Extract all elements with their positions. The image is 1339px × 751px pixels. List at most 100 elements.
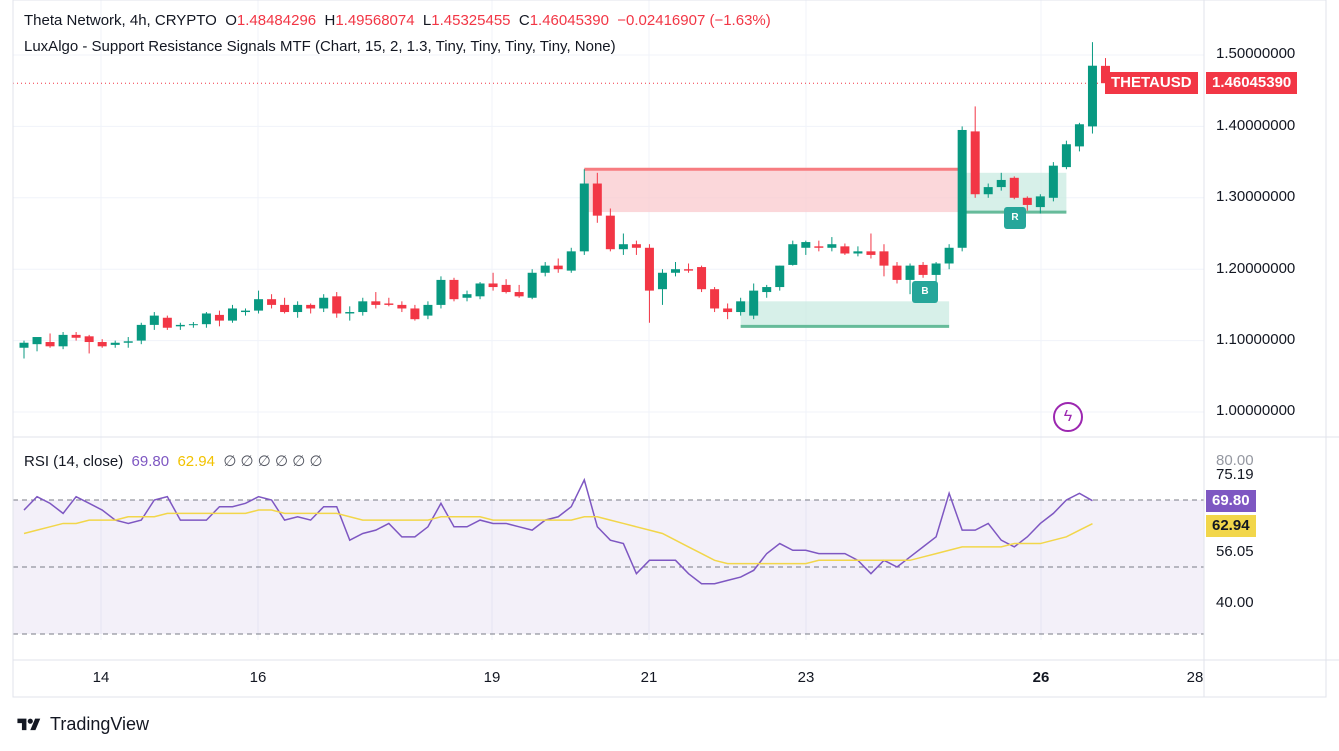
candle-body bbox=[605, 215, 615, 250]
candle-body bbox=[631, 244, 641, 248]
candle-body bbox=[475, 283, 485, 297]
candle-body bbox=[19, 342, 29, 348]
candle-body bbox=[775, 265, 785, 288]
price-tick-label: 1.40000000 bbox=[1216, 117, 1296, 134]
candle-body bbox=[227, 308, 237, 321]
candle-body bbox=[944, 247, 954, 264]
rsi-panel bbox=[13, 477, 1204, 635]
rsi-ma-value: 62.94 bbox=[177, 453, 215, 470]
candle-body bbox=[840, 246, 850, 254]
candle-body bbox=[332, 296, 342, 314]
candle-body bbox=[671, 269, 680, 273]
sr-zones bbox=[13, 82, 1100, 328]
close-label: C bbox=[518, 12, 530, 29]
candle-body bbox=[996, 179, 1006, 188]
close-value: 1.46045390 bbox=[529, 12, 609, 29]
price-tick-label: 1.50000000 bbox=[1216, 45, 1296, 62]
rsi-tick-label: 80.00 bbox=[1216, 452, 1254, 469]
symbol-title: Theta Network, 4h, CRYPTO bbox=[24, 12, 217, 29]
candle-body bbox=[1087, 65, 1097, 127]
candle-body bbox=[1061, 144, 1071, 168]
candle-body bbox=[436, 279, 446, 305]
rsi-legend: RSI (14, close) 69.80 62.94 ∅ ∅ ∅ ∅ ∅ ∅ bbox=[24, 452, 323, 470]
rsi-ma-line bbox=[23, 509, 1093, 565]
chart-frame bbox=[12, 0, 1339, 698]
lightning-icon[interactable]: ϟ bbox=[1053, 402, 1083, 432]
ticker-badge: THETAUSD bbox=[1105, 72, 1198, 94]
high-value: 1.49568074 bbox=[335, 12, 415, 29]
candle-body bbox=[397, 304, 407, 309]
candle-body bbox=[657, 272, 667, 290]
candle-body bbox=[280, 304, 290, 313]
rsi-title: RSI (14, close) bbox=[24, 453, 124, 470]
candle-body bbox=[175, 324, 185, 327]
candle-body bbox=[306, 304, 316, 309]
resistance-zone bbox=[584, 169, 963, 213]
candle-body bbox=[71, 334, 81, 338]
candle-body bbox=[527, 272, 537, 298]
candle-body bbox=[644, 247, 654, 291]
candle-body bbox=[618, 244, 628, 250]
candle-body bbox=[514, 292, 524, 297]
buy-signal-badge: B bbox=[912, 281, 938, 303]
candle-body bbox=[110, 342, 120, 345]
candle-body bbox=[697, 267, 707, 290]
candle-body bbox=[293, 304, 303, 313]
candlestick-series bbox=[19, 42, 1110, 359]
candle-body bbox=[723, 308, 733, 313]
rsi-value: 69.80 bbox=[131, 453, 170, 470]
time-tick-label: 14 bbox=[92, 669, 110, 686]
candle-body bbox=[45, 342, 55, 347]
candle-body bbox=[710, 289, 720, 309]
time-tick-label: 28 bbox=[1186, 669, 1204, 686]
price-tick-label: 1.30000000 bbox=[1216, 188, 1296, 205]
candle-body bbox=[983, 187, 993, 195]
candle-body bbox=[84, 336, 94, 343]
time-tick-label: 21 bbox=[640, 669, 658, 686]
candle-body bbox=[853, 251, 863, 254]
candle-body bbox=[423, 304, 433, 316]
rsi-value-badge: 69.80 bbox=[1206, 490, 1256, 512]
change-value: −0.02416907 (−1.63%) bbox=[617, 12, 771, 29]
candle-body bbox=[827, 244, 837, 248]
candle-body bbox=[32, 337, 42, 345]
candle-body bbox=[879, 251, 889, 266]
candle-body bbox=[957, 129, 967, 248]
resistance-signal-badge: R bbox=[1004, 207, 1026, 229]
candle-body bbox=[1074, 124, 1084, 147]
price-tick-label: 1.00000000 bbox=[1216, 402, 1296, 419]
candle-body bbox=[345, 312, 355, 314]
candle-body bbox=[553, 265, 563, 270]
candle-body bbox=[801, 242, 811, 248]
time-tick-label: 26 bbox=[1032, 669, 1050, 686]
candle-body bbox=[762, 287, 772, 293]
indicator-legend: LuxAlgo - Support Resistance Signals MTF… bbox=[24, 38, 616, 55]
rsi-line bbox=[23, 477, 1093, 585]
candle-body bbox=[410, 308, 420, 320]
candle-body bbox=[241, 310, 251, 313]
candle-body bbox=[1022, 197, 1032, 205]
brand-logo[interactable]: TradingView bbox=[14, 714, 149, 735]
brand-name: TradingView bbox=[50, 714, 150, 734]
time-tick-label: 23 bbox=[797, 669, 815, 686]
candle-body bbox=[488, 283, 498, 288]
price-tick-label: 1.20000000 bbox=[1216, 260, 1296, 277]
candle-body bbox=[254, 299, 264, 311]
candle-body bbox=[892, 265, 902, 280]
candle-body bbox=[188, 324, 198, 326]
candle-body bbox=[123, 341, 133, 343]
candle-body bbox=[358, 301, 368, 313]
candle-body bbox=[1048, 165, 1058, 198]
candle-body bbox=[201, 313, 211, 325]
candle-body bbox=[136, 324, 146, 341]
candle-body bbox=[214, 314, 224, 321]
candle-body bbox=[319, 297, 329, 309]
last-price-badge: 1.46045390 bbox=[1206, 72, 1298, 94]
price-grid bbox=[13, 0, 1204, 640]
candle-body bbox=[749, 290, 759, 316]
candle-body bbox=[540, 265, 550, 273]
time-tick-label: 16 bbox=[249, 669, 267, 686]
candle-body bbox=[905, 265, 915, 280]
candle-body bbox=[58, 334, 68, 347]
